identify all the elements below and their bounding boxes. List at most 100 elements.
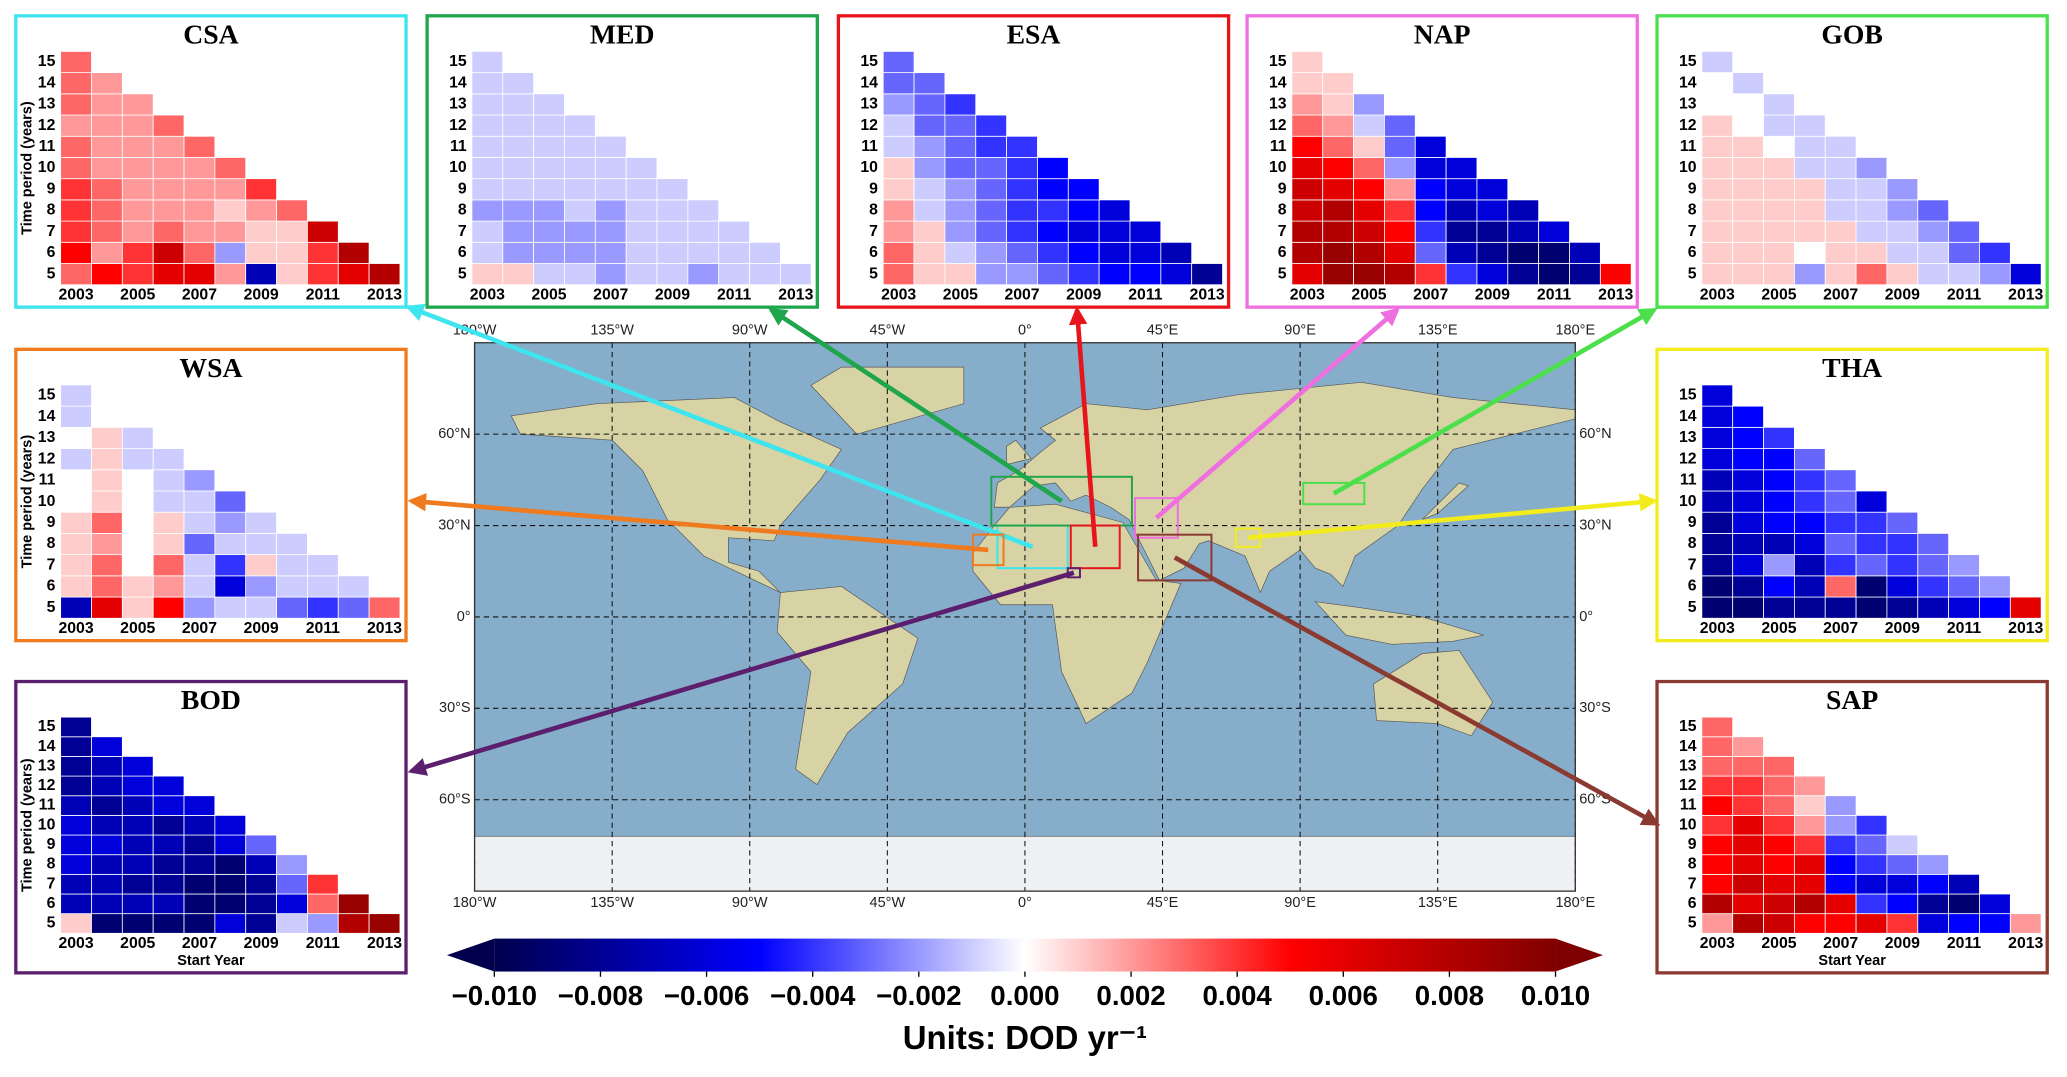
heat-cell	[1824, 795, 1857, 816]
heat-cell	[1979, 913, 2011, 934]
heat-cell	[1763, 775, 1795, 797]
heat-cell	[60, 490, 92, 513]
heat-cell	[656, 241, 689, 264]
heat-cell	[1701, 114, 1734, 137]
heat-cell	[1979, 596, 2011, 619]
heat-cell	[1160, 263, 1193, 286]
heat-cell	[564, 199, 596, 222]
heat-cell	[1160, 241, 1193, 264]
y-tick-label: 30°S	[439, 700, 471, 716]
heat-cell	[1291, 178, 1324, 201]
heat-cell	[276, 241, 308, 264]
heat-cell	[1291, 135, 1324, 158]
panel-title: GOB	[1821, 18, 1883, 49]
heat-cell	[183, 241, 216, 264]
heat-cell	[533, 263, 565, 286]
heat-cell	[1793, 469, 1826, 492]
heat-cell	[1701, 490, 1734, 513]
y-tick-label: 0°	[457, 609, 471, 625]
heat-cell	[1948, 241, 1980, 264]
y-tick-label: 10	[38, 816, 56, 833]
heat-cell	[502, 241, 535, 264]
y-tick-label: 9	[1688, 180, 1697, 197]
arrow	[768, 307, 1063, 504]
heat-cell	[1793, 157, 1826, 180]
y-tick-label: 7	[458, 223, 467, 240]
land	[776, 586, 919, 785]
x-tick-label: 2005	[120, 286, 155, 303]
heat-cell	[183, 263, 216, 286]
heat-cell	[183, 814, 216, 836]
heat-cell	[1067, 263, 1100, 286]
x-tick-label: 2003	[1700, 286, 1735, 303]
heat-cell	[245, 873, 277, 895]
heat-cell	[1701, 199, 1734, 222]
heat-cell	[152, 814, 185, 836]
heat-cell	[1538, 220, 1570, 243]
heat-cell	[1414, 199, 1447, 222]
heat-cell	[1855, 854, 1888, 875]
heat-cell	[1067, 178, 1100, 201]
heat-cell	[1917, 554, 1950, 577]
y-tick-label: 11	[1680, 472, 1697, 489]
x-tick-label: 45°E	[1147, 895, 1179, 911]
heat-cell	[564, 241, 596, 264]
heat-cell	[1732, 795, 1764, 816]
land	[993, 382, 1576, 594]
heat-cell	[1886, 854, 1919, 875]
heat-cell	[152, 873, 185, 895]
heat-cell	[1732, 135, 1764, 158]
heat-cell	[1384, 199, 1416, 222]
y-tick-label: 12	[1679, 777, 1697, 794]
colorbar-tick-label: 0.010	[1521, 980, 1590, 1011]
x-tick-label: 45°E	[1147, 323, 1179, 339]
heat-cell	[471, 114, 504, 137]
y-axis-label: Time period (years)	[20, 435, 36, 569]
heat-cell	[1732, 854, 1764, 875]
x-tick-label: 2013	[367, 620, 402, 637]
heat-cell	[1824, 834, 1857, 856]
heat-cell	[1701, 736, 1734, 757]
heat-cell	[1948, 893, 1980, 915]
heat-cell	[1886, 220, 1919, 243]
heat-cell	[1793, 873, 1826, 895]
x-tick-label: 2009	[1885, 935, 1920, 952]
heat-cell	[1507, 241, 1540, 264]
heat-cell	[471, 220, 504, 243]
heat-cell	[1855, 596, 1888, 619]
heat-cell	[625, 199, 658, 222]
y-tick-label: 7	[1688, 875, 1697, 892]
heat-cell	[533, 199, 565, 222]
heat-cell	[121, 263, 154, 286]
x-tick-label: 2007	[182, 620, 217, 637]
heat-cell	[594, 199, 627, 222]
heat-cell	[1037, 157, 1069, 180]
y-tick-label: 13	[38, 429, 56, 446]
heat-cell	[1763, 834, 1795, 856]
heat-cell	[91, 72, 123, 95]
heat-cell	[1855, 220, 1888, 243]
heat-cell	[1129, 263, 1162, 286]
y-tick-label: 10	[1269, 159, 1287, 176]
y-tick-label: 14	[38, 74, 56, 91]
y-tick-label: 7	[1278, 223, 1287, 240]
heat-cell	[913, 114, 946, 137]
y-tick-label: 13	[1269, 96, 1287, 113]
heat-cell	[1701, 575, 1734, 598]
y-tick-label: 13	[1679, 757, 1697, 774]
heat-cell	[91, 114, 123, 137]
heat-cell	[882, 135, 915, 158]
heat-cell	[975, 135, 1008, 158]
x-tick-label: 2011	[1947, 620, 1981, 637]
y-tick-label: 7	[1688, 556, 1697, 573]
heat-cell	[1824, 263, 1857, 286]
colorbar-extend	[1555, 938, 1603, 972]
heat-cell	[594, 241, 627, 264]
heat-cell	[1793, 220, 1826, 243]
heat-cell	[245, 263, 277, 286]
x-tick-label: 2007	[1004, 286, 1039, 303]
x-tick-label: 2009	[655, 286, 690, 303]
heat-cell	[337, 913, 370, 934]
heat-cell	[60, 135, 92, 158]
